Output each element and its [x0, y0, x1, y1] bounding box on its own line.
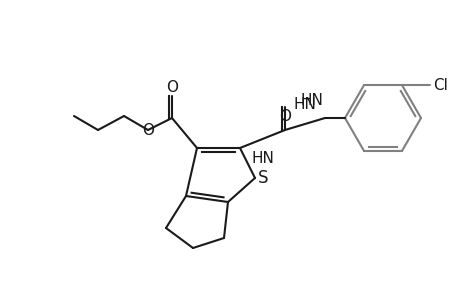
- Text: HN: HN: [251, 151, 274, 166]
- Text: HN: HN: [299, 93, 322, 108]
- Text: O: O: [279, 109, 291, 124]
- Text: Cl: Cl: [432, 78, 447, 93]
- Text: O: O: [142, 122, 154, 137]
- Text: O: O: [166, 80, 178, 95]
- Text: S: S: [257, 169, 268, 187]
- Text: HN: HN: [293, 97, 316, 112]
